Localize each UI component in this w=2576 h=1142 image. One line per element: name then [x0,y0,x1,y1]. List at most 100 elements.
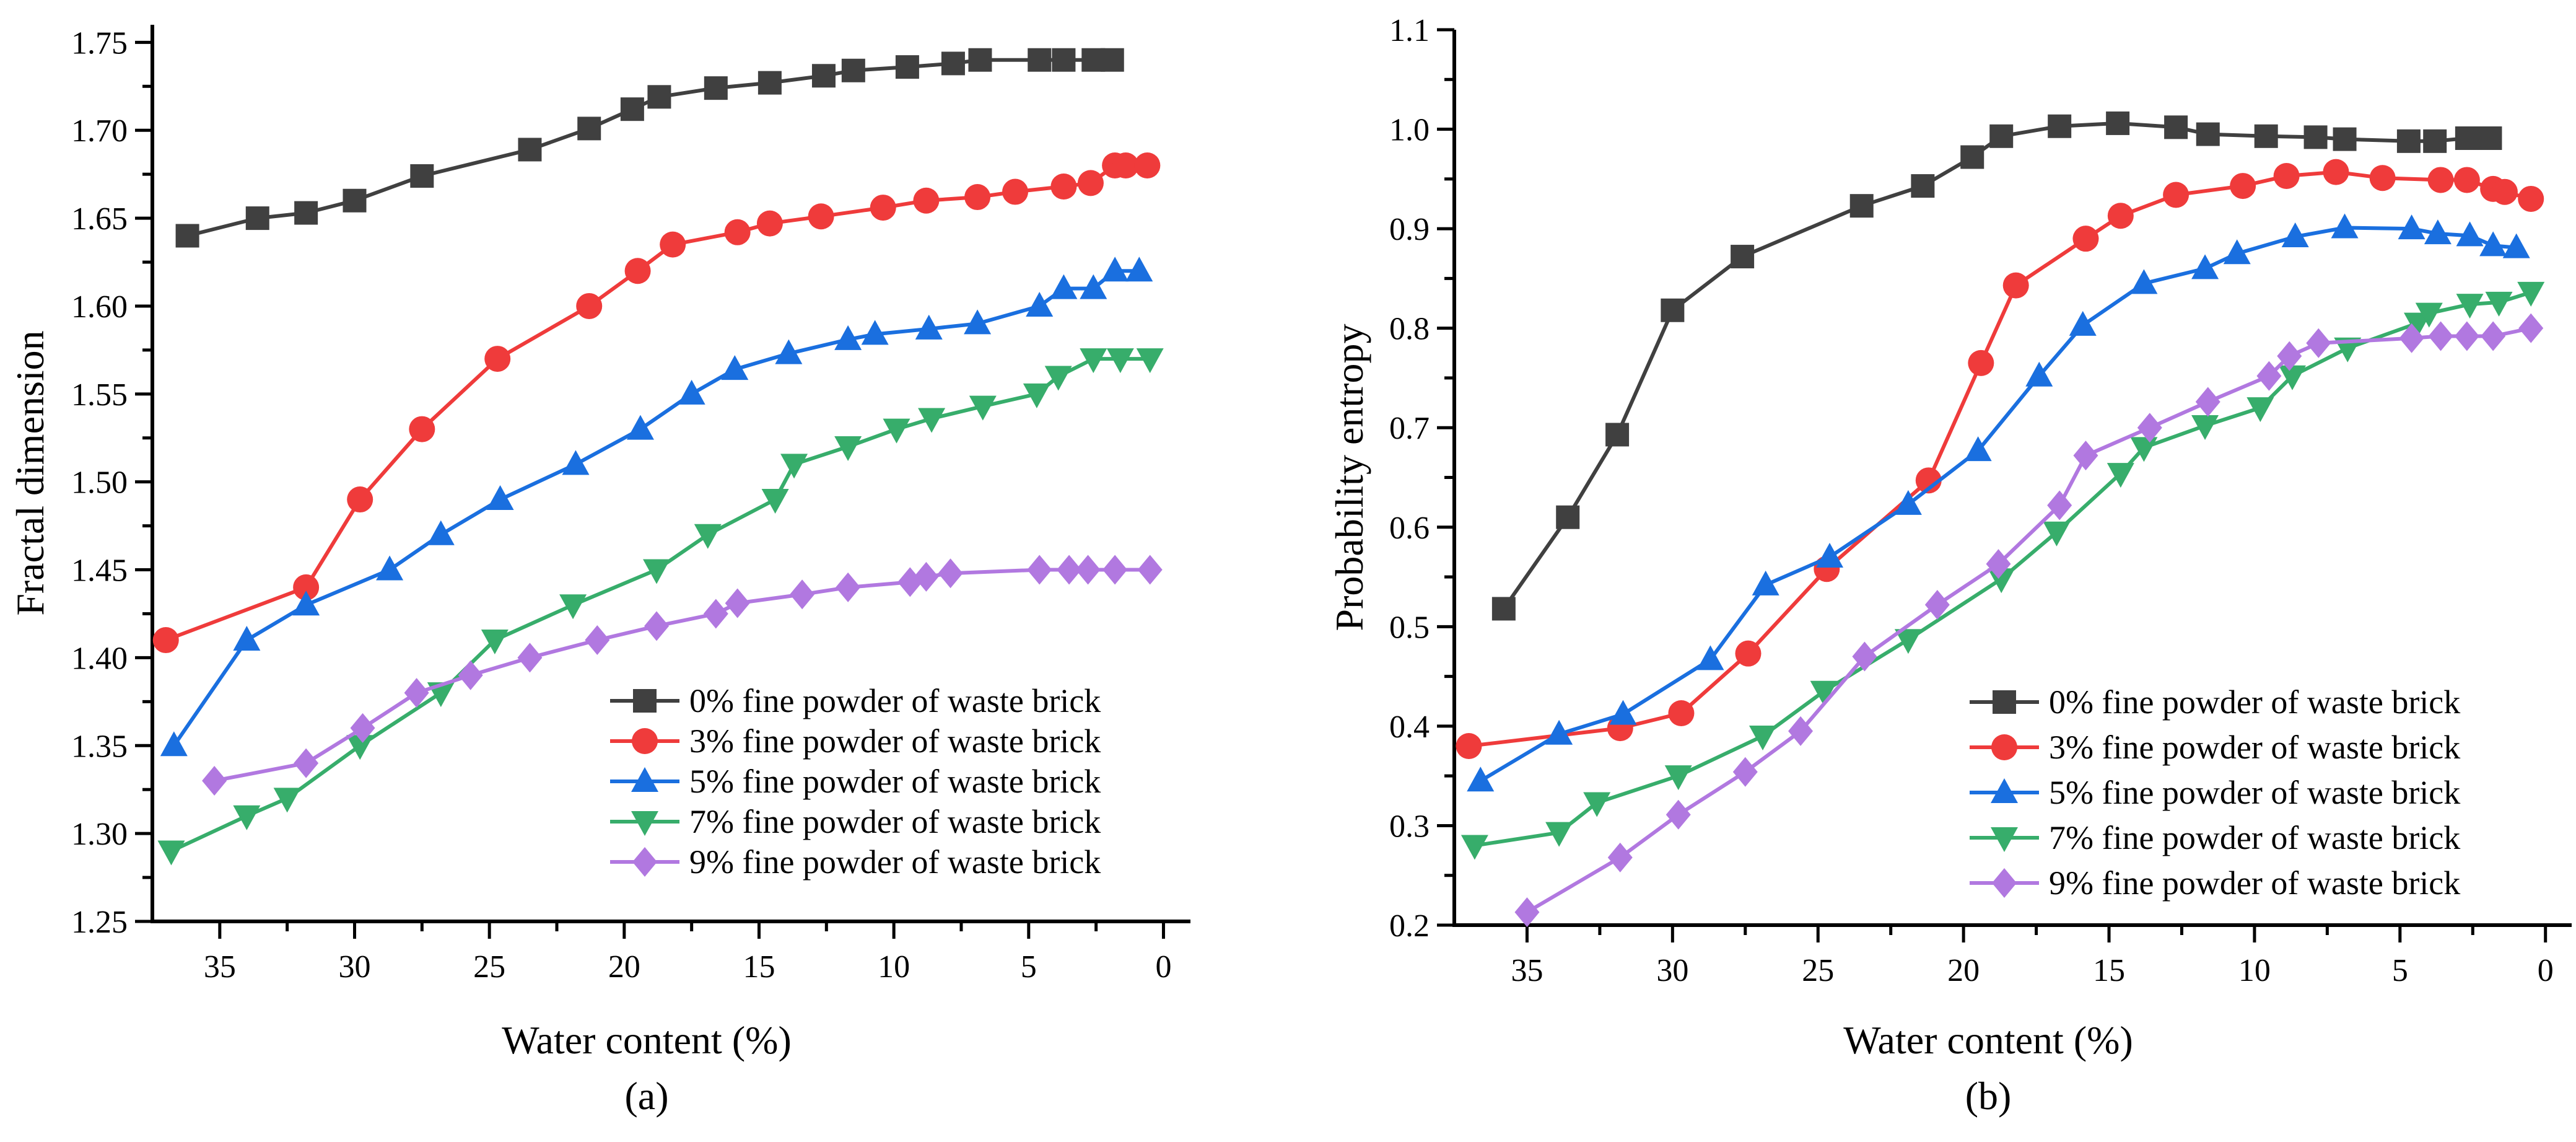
chart-panel-a: 35 30 25 20 15 10 5 0 1.25 1.30 1.35 1.40 1.45 1.50 1.… [8,25,1190,1118]
data-point [2196,122,2220,146]
data-point [2223,239,2251,265]
data-point [2369,165,2396,191]
legend-label: 3% fine powder of waste brick [689,723,1101,760]
data-point [1666,799,1691,830]
data-point [1986,549,2011,579]
data-point [157,840,185,866]
data-point [2404,312,2432,338]
data-point [1852,641,1877,672]
data-point [647,85,671,109]
data-point [780,454,808,479]
series-3pct [1456,159,2544,759]
data-point [2048,114,2072,138]
data-point [1050,173,1077,200]
y-tick-label: 0.4 [1389,709,1430,745]
data-point [585,625,610,656]
data-point [245,206,269,231]
data-point [775,339,803,364]
data-point [2518,313,2544,343]
data-point [660,231,686,258]
data-point [346,735,374,760]
data-point [2456,221,2484,247]
data-point [1964,436,1992,462]
y-tick-label: 0.3 [1389,809,1430,844]
data-point [1136,348,1164,374]
data-point [1491,597,1516,621]
data-point [915,314,943,340]
data-point [376,555,404,581]
y-tick-label: 1.75 [71,25,128,61]
data-point [964,184,991,211]
data-point [233,805,261,830]
data-point [1732,757,1758,787]
y-axis-title: Fractal dimension [8,330,52,615]
data-point [1044,366,1072,391]
x-tick-label: 15 [2093,953,2125,988]
data-point [2491,178,2518,205]
series-3pct [152,152,1161,654]
data-point [458,660,483,690]
data-point [1080,274,1107,299]
data-point [721,355,749,380]
data-point [2273,163,2300,190]
y-tick-label: 0.9 [1389,212,1430,247]
x-tick-label: 35 [204,949,236,985]
data-point [1023,383,1050,408]
data-point [704,76,728,100]
data-point [2107,203,2134,229]
data-point [1735,640,1762,667]
data-point [562,450,590,475]
data-point [870,195,896,221]
y-tick-label: 1.65 [71,201,128,237]
data-point [1960,145,1984,169]
data-point [2415,302,2443,328]
x-tick-label: 5 [1021,949,1037,985]
legend-label: 0% fine powder of waste brick [689,682,1101,719]
data-point [518,138,542,162]
data-point [2256,361,2282,391]
data-point [1752,570,1779,595]
data-point [678,379,705,405]
data-point [1100,48,1124,72]
y-tick-label: 0.5 [1389,610,1430,645]
data-point [2333,127,2357,151]
data-point [761,489,789,514]
panel-label: (b) [1965,1074,2012,1118]
series-0pct [1491,111,2502,621]
data-point [2456,294,2484,319]
data-point [484,346,511,372]
data-point [160,731,188,757]
data-point [2481,321,2506,351]
data-point [2164,115,2188,139]
y-tick-label: 1.45 [71,553,128,589]
data-point [1556,505,1580,529]
legend-marker [1991,827,2018,852]
chart-panel-b: 35 30 25 20 15 10 5 0 0.2 0.3 0.4 0.5 0.6 0.7 0.8 0.9 1.… [1327,13,2572,1118]
data-point [2455,126,2479,151]
data-point [2025,361,2053,387]
panel-label: (a) [624,1074,668,1118]
data-point [1609,700,1637,725]
data-point [2453,167,2480,193]
data-point [2517,281,2545,307]
y-tick-label: 1.35 [71,729,128,764]
data-point [2306,328,2331,358]
legend-item: 0% fine powder of waste brick [610,682,1101,719]
data-point [2485,291,2513,317]
data-point [1911,174,1935,198]
data-point [2246,397,2274,423]
data-point [883,418,910,444]
data-point [1002,178,1029,205]
data-point [1460,835,1488,860]
data-point [2137,413,2162,443]
y-tick-label: 1.1 [1389,13,1430,48]
data-point [624,258,651,284]
data-point [1028,48,1052,72]
data-point [836,572,861,602]
x-tick-label: 5 [2392,953,2408,988]
data-point [725,588,750,618]
data-point [2230,173,2256,200]
data-point [2279,365,2306,390]
data-point [1731,245,1755,269]
data-point [2069,310,2097,336]
